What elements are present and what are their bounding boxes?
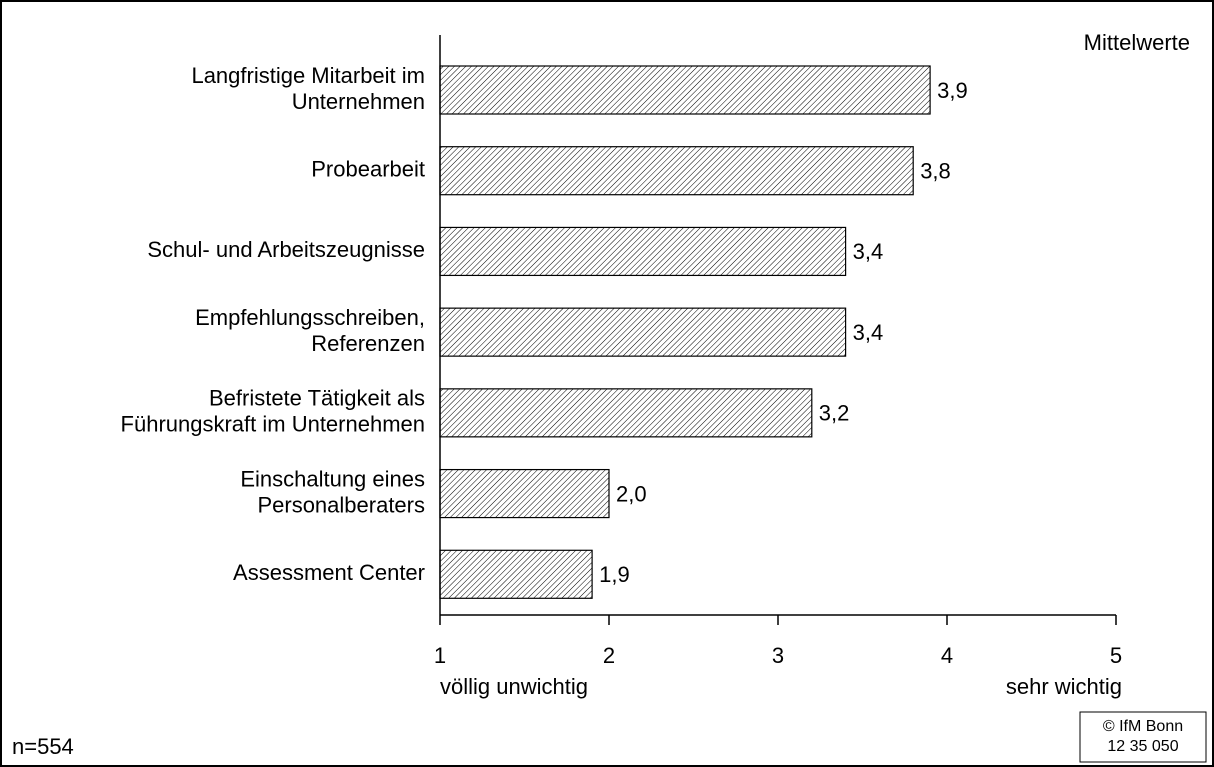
value-label: 3,9 <box>937 78 968 103</box>
bar <box>439 307 847 357</box>
y-tick-label: Befristete Tätigkeit als <box>209 386 425 411</box>
value-label: 2,0 <box>616 481 647 506</box>
x-tick-label: 3 <box>772 643 784 668</box>
bar <box>439 226 847 277</box>
y-tick-label: Führungskraft im Unternehmen <box>121 412 425 437</box>
source-text: 12 35 050 <box>1107 738 1178 755</box>
x-axis-low-label: völlig unwichtig <box>440 674 588 699</box>
y-tick-label: Probearbeit <box>311 157 425 182</box>
y-tick-label: Empfehlungsschreiben, <box>195 305 425 330</box>
bar <box>439 549 593 599</box>
y-tick-label: Personalberaters <box>257 492 425 517</box>
y-tick-label: Langfristige Mitarbeit im <box>191 63 425 88</box>
source-text: © IfM Bonn <box>1103 718 1183 735</box>
bar <box>439 65 931 115</box>
x-tick-label: 5 <box>1110 643 1122 668</box>
bar <box>439 388 813 438</box>
x-tick-label: 2 <box>603 643 615 668</box>
x-axis-high-label: sehr wichtig <box>1006 674 1122 699</box>
bar <box>439 146 914 196</box>
y-tick-label: Referenzen <box>311 331 425 356</box>
source-box <box>1079 711 1207 763</box>
x-tick-label: 1 <box>434 643 446 668</box>
value-label: 3,8 <box>920 159 951 184</box>
value-label: 1,9 <box>599 562 630 587</box>
value-label: 3,4 <box>853 239 884 264</box>
y-tick-label: Unternehmen <box>292 89 425 114</box>
x-tick-label: 4 <box>941 643 953 668</box>
unit-label: Mittelwerte <box>1084 30 1190 55</box>
value-label: 3,4 <box>853 320 884 345</box>
sample-size: n=554 <box>12 734 74 759</box>
value-label: 3,2 <box>819 401 850 426</box>
y-tick-label: Assessment Center <box>233 560 425 585</box>
y-tick-label: Einschaltung eines <box>240 466 425 491</box>
bar <box>439 468 610 519</box>
y-tick-label: Schul- und Arbeitszeugnisse <box>147 237 425 262</box>
